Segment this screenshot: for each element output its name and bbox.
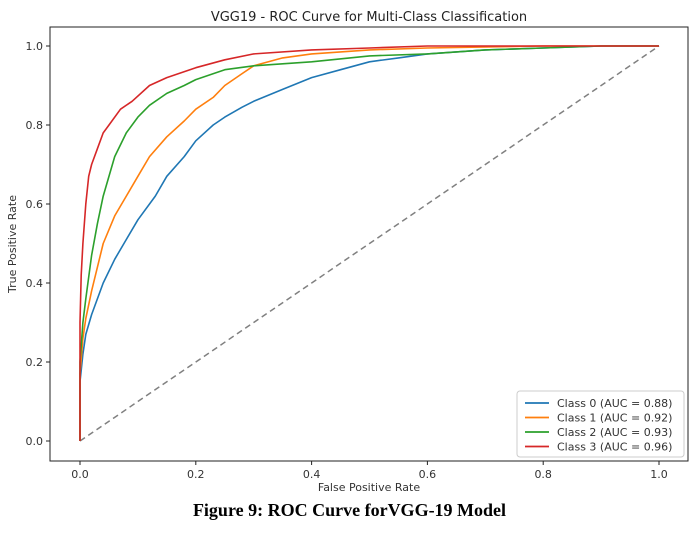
x-tick-label: 0.4: [303, 468, 321, 481]
y-tick-label: 0.8: [26, 119, 44, 132]
legend-label: Class 0 (AUC = 0.88): [557, 397, 672, 410]
x-tick-label: 0.6: [419, 468, 437, 481]
y-tick-label: 1.0: [26, 40, 44, 53]
series-layer: [79, 45, 660, 442]
y-tick-label: 0.4: [26, 277, 44, 290]
y-tick-label: 0.0: [26, 435, 44, 448]
legend-label: Class 2 (AUC = 0.93): [557, 426, 672, 439]
y-axis-label: True Positive Rate: [6, 195, 19, 294]
legend: Class 0 (AUC = 0.88) Class 1 (AUC = 0.92)…: [516, 390, 685, 458]
x-axis-label: False Positive Rate: [318, 481, 420, 494]
legend-box: [516, 390, 685, 458]
figure-caption: Figure 9: ROC Curve forVGG-19 Model: [192, 500, 507, 520]
chance-diagonal-line: [79, 45, 660, 442]
legend-label: Class 3 (AUC = 0.96): [557, 441, 672, 454]
roc-line-class-0: [79, 45, 659, 441]
roc-line-class-2: [79, 45, 659, 441]
chart-title: VGG19 - ROC Curve for Multi-Class Classi…: [211, 10, 527, 25]
x-tick-label: 0.8: [534, 468, 552, 481]
y-tick-label: 0.6: [26, 198, 44, 211]
roc-line-class-1: [79, 45, 659, 441]
roc-line-class-3: [79, 45, 659, 441]
legend-label: Class 1 (AUC = 0.92): [557, 412, 672, 425]
x-tick-label: 0.0: [71, 468, 89, 481]
x-tick-label: 1.0: [650, 468, 668, 481]
x-tick-label: 0.2: [187, 468, 205, 481]
axis-ticks: 0.0 0.2 0.4 0.6 0.8 1.0 0.0 0.2 0.4 0.6 0.8 1.0: [26, 40, 668, 481]
y-tick-label: 0.2: [26, 356, 44, 369]
